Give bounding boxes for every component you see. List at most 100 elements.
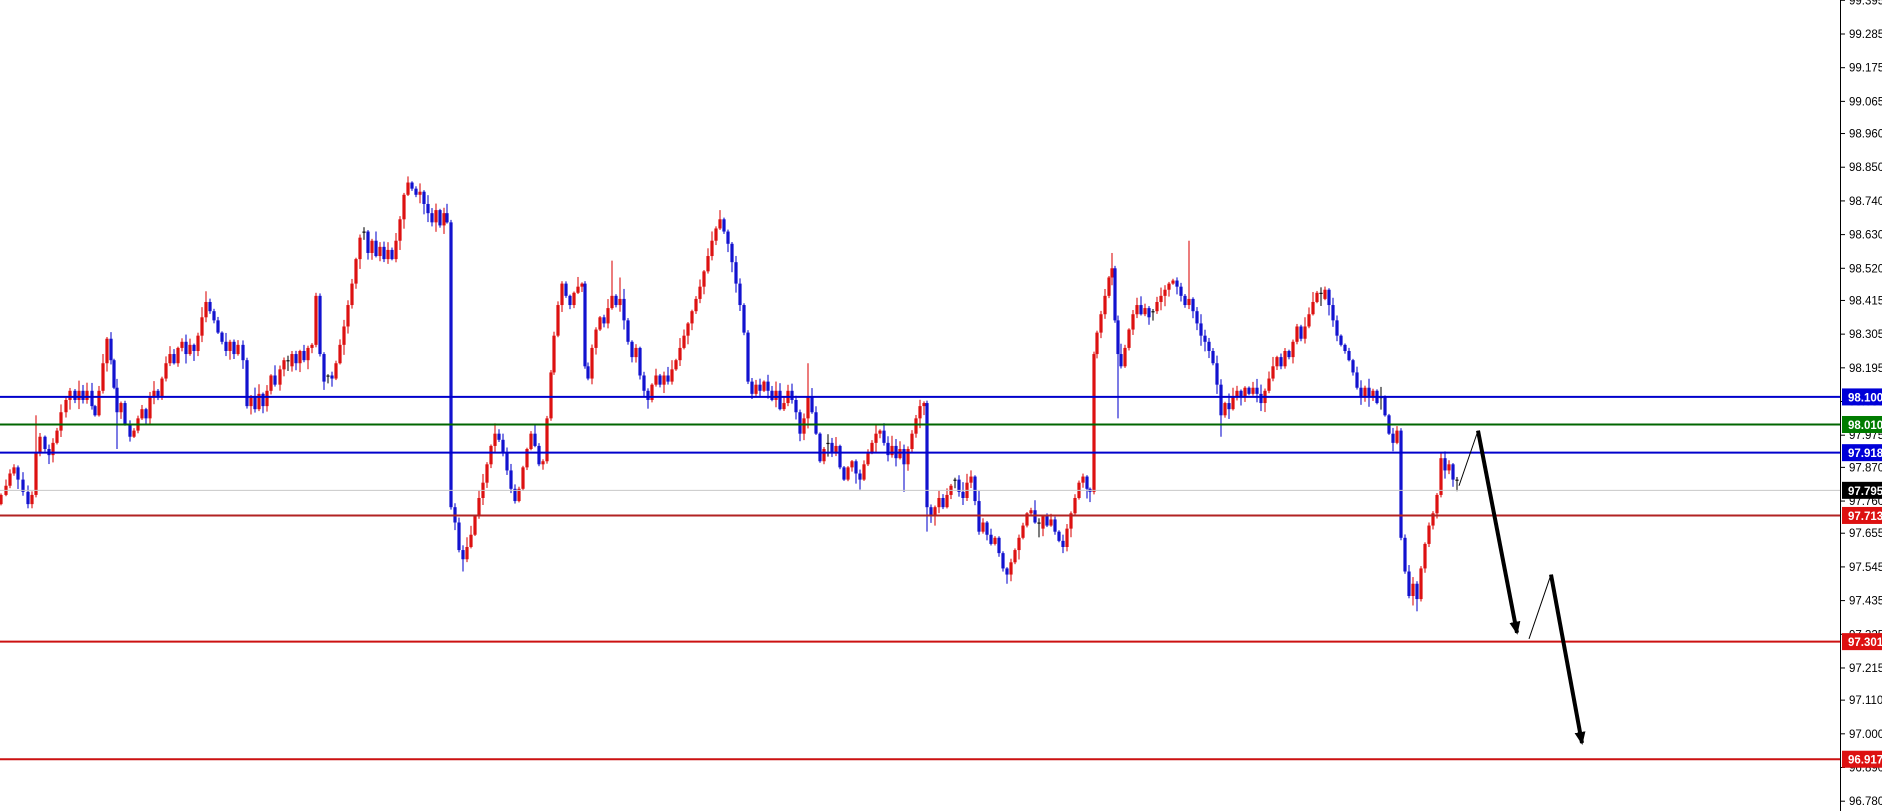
candle-body [658,375,662,385]
candle-body [8,473,12,486]
candle-body [261,393,265,407]
candle-body [1435,494,1439,514]
candle-body [1187,298,1191,306]
candle-body [1439,458,1443,495]
candle-body [537,445,541,465]
candle-body [12,467,16,474]
candle-body [1085,476,1089,489]
candle-body [164,363,168,379]
candle-body [1159,295,1163,302]
candle-body [682,335,686,348]
candle-body [1451,464,1455,480]
candle-body [678,347,682,361]
candle-body [1127,329,1131,348]
candle-body [1275,357,1279,367]
candle-body [814,412,818,434]
candle-body [545,418,549,462]
candle-body [132,430,136,437]
candle-body [1191,298,1195,312]
candle-body [43,436,47,449]
candle-body [941,497,945,508]
candle-body [925,403,929,508]
price-tag-98.100 [1842,388,1882,406]
candle-body [1407,571,1411,596]
candle-body [1295,326,1299,342]
candle-body [654,375,658,385]
candle-body [394,240,398,260]
candle-body [690,311,694,324]
price-tag-text: 97.713 [1848,511,1882,523]
candle-body [26,491,30,505]
candle-body [794,399,798,413]
candle-body [1017,537,1021,551]
candle-body [778,390,782,410]
candle-body [1343,344,1347,351]
candle-body [1327,289,1331,306]
candle-body [1195,311,1199,324]
candle-body [549,372,553,419]
candle-body [730,243,734,263]
y-axis[interactable]: 99.395 99.285 99.175 99.065 98.960 98.850 98.7… [1840,0,1882,811]
candle-body [1211,350,1215,364]
candle-body [257,393,261,410]
candle-body [1183,295,1187,306]
candle-body [870,442,874,453]
candle-body [64,399,68,413]
candle-body [858,473,862,480]
candle-body [583,283,587,367]
projection-arrow-down[interactable] [1549,574,1586,745]
candle-body [294,354,298,364]
candle-body [850,461,854,468]
candle-body [382,246,386,260]
candle-body [152,390,156,397]
candle-body [1399,430,1403,538]
candle-body [997,537,1001,554]
price-tag-text: 97.795 [1848,486,1882,498]
candle-body [1431,513,1435,526]
price-levels-layer [0,395,1840,761]
candle-body [521,467,525,489]
y-axis-tick-label: 97.435 [1849,596,1882,608]
candle-body [670,369,674,382]
candle-body [216,320,220,333]
candle-body [754,384,758,394]
trend-line[interactable] [1528,574,1552,640]
candle-body [1323,289,1327,299]
price-tag-96.917 [1842,750,1882,768]
candle-body [882,430,886,443]
candle-body [1279,357,1283,367]
candle-body [249,396,253,407]
candle-body [148,396,152,419]
candle-body [1029,510,1033,514]
candle-body [1391,433,1395,443]
y-axis-tick-label: 97.545 [1849,562,1882,574]
candle-body [1319,292,1323,294]
candle-body [228,341,232,351]
candle-body [1271,366,1275,379]
candle-body [1335,320,1339,336]
candle-body [497,433,501,440]
candle-body [115,387,119,413]
y-axis-tick-label: 97.215 [1849,663,1882,675]
y-axis-price-labels: 98.100 98.010 97.918 97.795 97.713 97.301 96.9… [1842,388,1882,768]
candle-body [1367,387,1371,397]
price-tag-text: 96.917 [1848,755,1882,767]
candle-body [1411,583,1415,596]
candle-body [1219,384,1223,416]
candle-body [902,448,906,465]
projection-arrow-down[interactable] [1476,430,1521,635]
candle-body [706,256,710,272]
candle-body [646,390,650,400]
candle-body [862,464,866,480]
candle-body [469,534,473,547]
candle-body [552,335,556,373]
candle-body [586,366,590,379]
y-axis-tick-label: 98.960 [1849,129,1882,141]
trend-line[interactable] [1458,430,1479,486]
candle-body [489,445,493,465]
candle-body [1243,387,1247,397]
candle-body [1339,335,1343,345]
candle-body [818,433,822,462]
candle-body [556,305,560,336]
